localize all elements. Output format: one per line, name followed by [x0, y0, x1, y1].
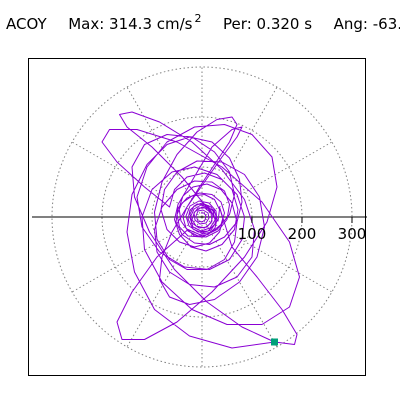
radial-tick-labels: 100 200 300 [238, 217, 367, 243]
marker-layer [271, 338, 278, 346]
max-label: Max: [68, 15, 105, 33]
grid-spoke-240 [126, 216, 203, 348]
period-value: 0.320 s [256, 15, 313, 33]
grid-spoke-60 [201, 86, 278, 218]
chart-header: ACOY Max: 314.3 cm/s 2 Per: 0.320 s Ang: … [6, 12, 400, 36]
tick-label-200: 200 [288, 225, 317, 243]
orbit-trace [101, 111, 300, 349]
grid-spoke-150 [71, 141, 203, 218]
end-point-marker [271, 338, 278, 346]
grid-spoke-330 [201, 216, 333, 293]
grid-spoke-120 [126, 86, 203, 218]
plot-frame: 100 200 300 [28, 58, 367, 376]
period-label: Per: [223, 15, 252, 33]
grid-spoke-30 [201, 141, 333, 218]
angle-label: Ang: [333, 15, 368, 33]
tick-label-300: 300 [338, 225, 367, 243]
max-value: 314.3 cm/s [109, 15, 193, 33]
grid-spoke-300 [201, 216, 278, 348]
tick-label-100: 100 [238, 225, 267, 243]
angle-value: -63.0 [372, 15, 400, 33]
channel-name: ACOY [6, 15, 47, 33]
orbit-series-0 [101, 111, 300, 349]
grid-spoke-210 [71, 216, 203, 293]
polar-orbit-chart: 100 200 300 [32, 66, 367, 368]
max-exponent: 2 [194, 12, 202, 25]
